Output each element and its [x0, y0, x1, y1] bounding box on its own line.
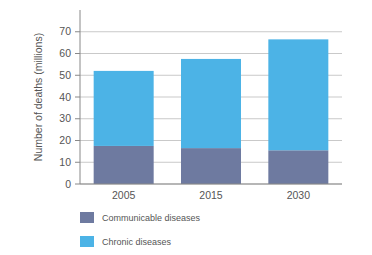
- tick-label: 70: [59, 25, 71, 37]
- bar-segment: [94, 71, 154, 146]
- bar-segment: [181, 59, 241, 148]
- category-label: 2030: [287, 189, 311, 201]
- tick-mark: [75, 31, 80, 32]
- bar-segment: [268, 39, 328, 150]
- tick-label: 20: [59, 134, 71, 146]
- tick-label: 30: [59, 112, 71, 124]
- bars: [94, 39, 329, 184]
- legend-label: Communicable diseases: [102, 213, 201, 223]
- tick-mark: [75, 162, 80, 163]
- category-label: 2005: [112, 189, 136, 201]
- bar-segment: [181, 148, 241, 184]
- tick-label: 60: [59, 47, 71, 59]
- category-label: 2015: [199, 189, 223, 201]
- tick-label: 50: [59, 69, 71, 81]
- y-axis: [80, 10, 81, 184]
- legend-label: Chronic diseases: [102, 237, 172, 247]
- axis-label: Number of deaths (millions): [32, 33, 44, 161]
- tick-label: 10: [59, 156, 71, 168]
- tick-label: 40: [59, 91, 71, 103]
- chart: 010203040506070200520152030Number of dea…: [0, 0, 372, 255]
- grid-line: [80, 31, 342, 32]
- tick-mark: [75, 97, 80, 98]
- tick-mark: [75, 184, 80, 185]
- tick-mark: [75, 53, 80, 54]
- tick-mark: [75, 75, 80, 76]
- x-axis: [80, 184, 342, 185]
- legend-swatch: [80, 212, 94, 223]
- tick-mark: [75, 140, 80, 141]
- tick-label: 0: [65, 178, 71, 190]
- bar-segment: [94, 146, 154, 184]
- tick-mark: [75, 118, 80, 119]
- bar-segment: [268, 150, 328, 184]
- legend-swatch: [80, 236, 94, 247]
- grid-line: [80, 184, 342, 185]
